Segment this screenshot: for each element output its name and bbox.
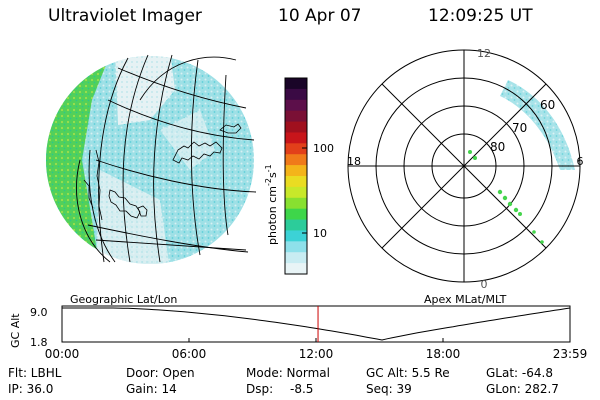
colorbar-band xyxy=(285,143,307,155)
mlt-label-6: 6 xyxy=(577,155,584,168)
glat-value: GLat: -64.8 xyxy=(486,366,553,380)
colorbar-band xyxy=(285,165,307,177)
colorbar-band xyxy=(285,186,307,199)
left-panel-caption: Geographic Lat/Lon xyxy=(70,293,177,306)
altitude-x-tick-label: 18:00 xyxy=(426,347,461,361)
colorbar-tick-10: 10 xyxy=(313,227,327,240)
colorbar-band xyxy=(285,78,307,90)
coastlines xyxy=(83,123,242,221)
altitude-ymax: 9.0 xyxy=(30,306,48,319)
seq-value: Seq: 39 xyxy=(366,382,412,396)
colorbar-band xyxy=(285,208,307,221)
colorbar-band xyxy=(285,241,307,253)
image-date: 10 Apr 07 xyxy=(278,6,362,26)
colorbar-band xyxy=(285,99,307,112)
colorbar-band xyxy=(285,176,307,188)
altitude-curve xyxy=(62,307,571,341)
gain-value: Gain: 14 xyxy=(126,382,177,396)
altitude-plot: 00:00 06:00 12:00 18:00 23:59 GC Alt 9.0 1.8 xyxy=(9,305,588,361)
colorbar-band xyxy=(285,110,307,123)
mlt-label-12: 12 xyxy=(477,47,491,60)
colorbar-unit-label: photon cm-2s-1 xyxy=(264,164,279,245)
colorbar-band xyxy=(285,132,307,144)
altitude-ylabel: GC Alt xyxy=(9,313,22,348)
door-value: Door: Open xyxy=(126,366,195,380)
mode-value: Mode: Normal xyxy=(246,366,330,380)
glon-value: GLon: 282.7 xyxy=(486,382,559,396)
gc-alt-value: GC Alt: 5.5 Re xyxy=(366,366,450,380)
altitude-x-tick-label: 12:00 xyxy=(299,347,334,361)
colorbar: 100 10 photon cm-2s-1 xyxy=(264,77,334,275)
mlt-label-18: 18 xyxy=(347,155,361,168)
altitude-ymin: 1.8 xyxy=(30,336,48,349)
mlat-label-80: 80 xyxy=(490,140,505,154)
mlt-label-0: 0 xyxy=(481,278,488,291)
colorbar-band xyxy=(285,252,307,264)
dsp-label: Dsp: xyxy=(246,382,274,396)
dsp-value: -8.5 xyxy=(290,382,314,396)
colorbar-band xyxy=(285,219,307,232)
image-time: 12:09:25 UT xyxy=(428,6,533,26)
filter-value: Flt: LBHL xyxy=(8,366,62,380)
altitude-x-tick-label: 06:00 xyxy=(172,347,207,361)
colorbar-band xyxy=(285,197,307,210)
colorbar-tick-100: 100 xyxy=(313,142,334,155)
mlat-label-60: 60 xyxy=(540,98,555,112)
altitude-x-tick-label: 00:00 xyxy=(45,347,80,361)
mlat-label-70: 70 xyxy=(512,121,527,135)
ip-value: IP: 36.0 xyxy=(8,382,54,396)
colorbar-band xyxy=(285,154,307,166)
colorbar-band xyxy=(285,263,307,275)
app-title: Ultraviolet Imager xyxy=(48,6,202,26)
colorbar-band xyxy=(285,121,307,134)
colorbar-band xyxy=(285,88,307,101)
polar-plot: 12 18 6 0 60 70 80 xyxy=(347,47,584,291)
right-panel-caption: Apex MLat/MLT xyxy=(424,293,507,306)
altitude-x-tick-label: 23:59 xyxy=(553,347,588,361)
colorbar-band xyxy=(285,230,307,242)
geographic-grid xyxy=(76,54,257,263)
altitude-x-ticks: 00:00 06:00 12:00 18:00 23:59 xyxy=(45,338,588,361)
